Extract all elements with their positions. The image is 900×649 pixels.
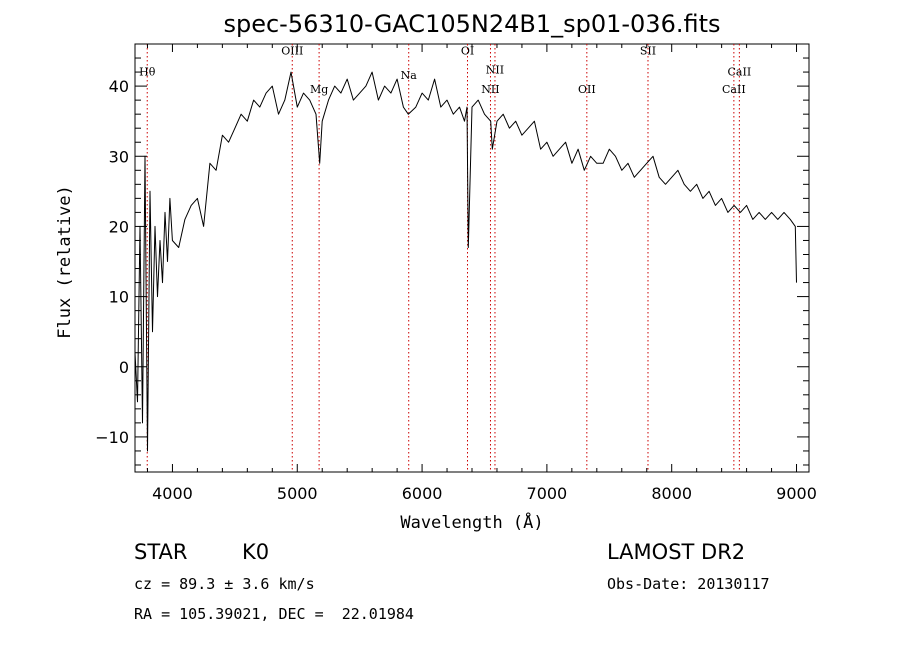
y-tick-label-3: 20 (109, 217, 129, 236)
spectral-line-markers (146, 44, 740, 472)
line-label-6: NII (486, 63, 504, 76)
y-tick-label-2: 10 (109, 288, 129, 307)
y-tick-label-1: 0 (119, 358, 129, 377)
redshift-text: cz = 89.3 ± 3.6 km/s (134, 575, 315, 593)
line-label-10: CaII (728, 66, 752, 79)
x-tick-label-5: 9000 (776, 484, 817, 503)
line-label-1: OIII (281, 45, 303, 58)
y-axis-label: Flux (relative) (55, 185, 75, 339)
spectral-line-labels: Hθ OIII Mg Na OI NII NII OII SII CaII CaII (139, 45, 751, 97)
line-label-3: Na (401, 69, 418, 82)
line-label-4: OI (461, 45, 474, 58)
line-label-5: NII (481, 83, 499, 96)
flux-series (134, 71, 797, 452)
y-tick-label-4: 30 (109, 147, 129, 166)
x-axis: 4000 5000 6000 7000 8000 9000 (146, 44, 817, 503)
y-tick-label-0: −10 (95, 428, 129, 447)
line-label-0: Hθ (139, 66, 156, 79)
x-tick-label-0: 4000 (152, 484, 193, 503)
line-label-9: CaII (722, 83, 746, 96)
y-axis: −10 0 10 20 30 40 (95, 43, 809, 466)
object-class: STAR (134, 540, 188, 564)
x-tick-label-3: 7000 (527, 484, 568, 503)
coordinates-text: RA = 105.39021, DEC = 22.01984 (134, 605, 414, 623)
x-tick-label-4: 8000 (651, 484, 692, 503)
object-subclass: K0 (242, 540, 270, 564)
survey-name: LAMOST DR2 (607, 540, 746, 564)
y-tick-label-5: 40 (109, 77, 129, 96)
obs-date: Obs-Date: 20130117 (607, 575, 770, 593)
x-tick-label-1: 5000 (277, 484, 318, 503)
line-label-8: SII (640, 45, 656, 58)
x-tick-label-2: 6000 (402, 484, 443, 503)
line-label-7: OII (578, 83, 596, 96)
chart-title: spec-56310-GAC105N24B1_sp01-036.fits (223, 10, 720, 38)
series-line-0 (134, 71, 797, 452)
line-label-2: Mg (310, 83, 328, 96)
x-axis-label: Wavelength (Å) (400, 511, 543, 533)
